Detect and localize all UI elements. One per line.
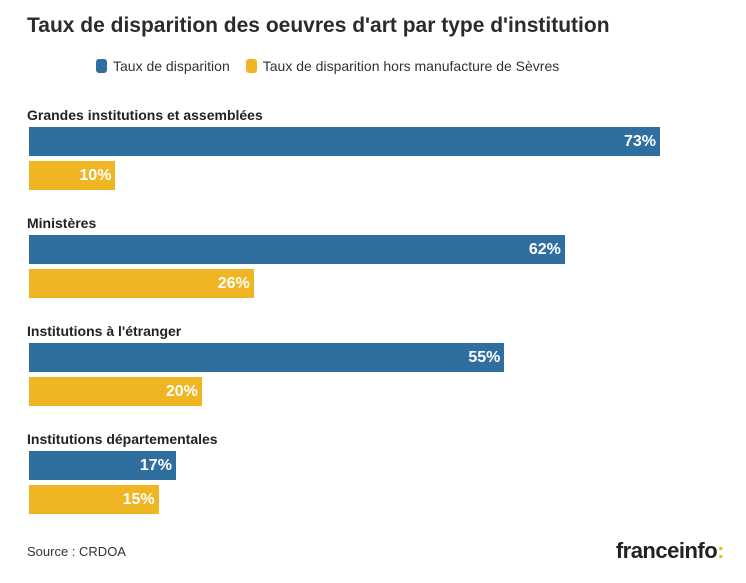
legend: Taux de disparition Taux de disparition …	[96, 58, 559, 74]
category-label-ministeres: Ministères	[27, 215, 97, 231]
data-label-grandes-institutions-series-1: 73%	[623, 133, 656, 150]
category-label-institutions-departementales: Institutions départementales	[27, 431, 218, 447]
legend-swatch-disparition	[96, 59, 107, 73]
legend-label-hors-sevres: Taux de disparition hors manufacture de …	[262, 58, 560, 74]
bar-institutions-etranger-series-1: 55%	[29, 343, 505, 372]
chart-title: Taux de disparition des oeuvres d'art pa…	[27, 14, 610, 37]
data-label-ministeres-series-2: 26%	[217, 275, 250, 292]
bar-institutions-etranger-series-2: 20%	[29, 377, 202, 406]
category-label-grandes-institutions: Grandes institutions et assemblées	[27, 107, 263, 123]
bar-ministeres-series-1: 62%	[29, 235, 565, 264]
logo-colon: :	[717, 538, 724, 563]
bar-grandes-institutions-series-2: 10%	[29, 161, 116, 190]
legend-swatch-hors-sevres	[245, 59, 257, 73]
bar-institutions-departementales-series-2: 15%	[29, 485, 159, 514]
data-label-grandes-institutions-series-2: 10%	[79, 167, 112, 184]
data-label-institutions-etranger-series-1: 55%	[468, 349, 501, 366]
source-note: Source : CRDOA	[27, 544, 126, 559]
data-label-institutions-departementales-series-1: 17%	[139, 457, 172, 474]
category-label-institutions-etranger: Institutions à l'étranger	[27, 323, 182, 339]
legend-label-disparition: Taux de disparition	[113, 58, 230, 74]
legend-item-disparition: Taux de disparition	[96, 58, 230, 74]
franceinfo-logo: franceinfo:	[615, 538, 725, 564]
bar-institutions-departementales-series-1: 17%	[29, 451, 176, 480]
logo-text: franceinfo	[615, 538, 718, 563]
bar-grandes-institutions-series-1: 73%	[29, 127, 660, 156]
data-label-ministeres-series-1: 62%	[528, 241, 561, 258]
bar-ministeres-series-2: 26%	[29, 269, 254, 298]
data-label-institutions-departementales-series-2: 15%	[122, 491, 155, 508]
data-label-institutions-etranger-series-2: 20%	[165, 383, 198, 400]
legend-item-hors-sevres: Taux de disparition hors manufacture de …	[245, 58, 560, 74]
